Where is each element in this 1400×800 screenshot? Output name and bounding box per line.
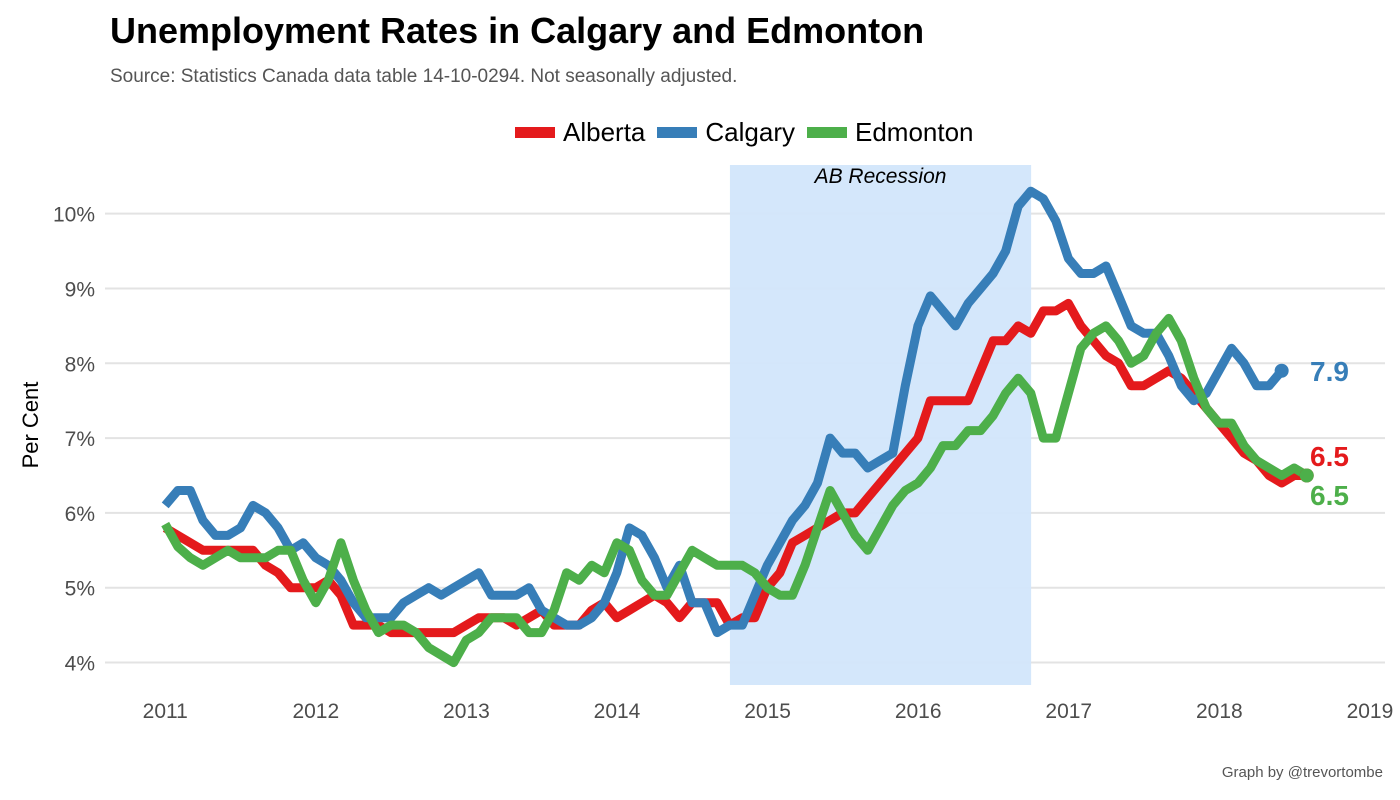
series-line-edmonton <box>161 313 1310 668</box>
legend-swatch-calgary <box>657 126 698 138</box>
y-tick-label: 9% <box>65 278 95 301</box>
legend-item-alberta: Alberta <box>515 117 645 148</box>
end-label-alberta: 6.5 <box>1310 441 1349 472</box>
end-point-edmonton <box>1299 468 1314 483</box>
recession-label: AB Recession <box>813 165 947 188</box>
end-point-calgary <box>1274 363 1289 378</box>
legend-item-calgary: Calgary <box>657 117 795 148</box>
end-label-edmonton: 6.5 <box>1310 480 1349 511</box>
legend-swatch-edmonton <box>806 126 847 138</box>
legend-label-calgary: Calgary <box>705 116 795 147</box>
legend: Alberta Calgary Edmonton <box>515 114 986 150</box>
y-tick-label: 5% <box>65 578 95 601</box>
x-tick-label: 2015 <box>744 700 791 723</box>
legend-label-edmonton: Edmonton <box>854 116 974 147</box>
x-tick-label: 2013 <box>443 700 490 723</box>
legend-label-alberta: Alberta <box>563 116 646 147</box>
y-tick-label: 8% <box>65 353 95 376</box>
credit-text: Graph by @trevortombe <box>1221 764 1383 781</box>
legend-swatch-alberta <box>515 126 555 138</box>
x-tick-label: 2014 <box>594 700 641 723</box>
y-tick-label: 7% <box>65 428 95 451</box>
x-tick-label: 2016 <box>895 700 942 723</box>
chart-title: Unemployment Rates in Calgary and Edmont… <box>110 10 925 51</box>
x-tick-label: 2019 <box>1347 700 1394 723</box>
series-line-calgary <box>161 186 1286 638</box>
chart-subtitle: Source: Statistics Canada data table 14-… <box>110 66 738 87</box>
y-tick-label: 6% <box>65 503 95 526</box>
legend-item-edmonton: Edmonton <box>806 116 974 148</box>
y-tick-label: 10% <box>53 204 95 227</box>
end-label-calgary: 7.9 <box>1310 356 1349 387</box>
x-tick-label: 2012 <box>292 700 339 723</box>
x-tick-label: 2011 <box>143 700 188 723</box>
y-tick-label: 4% <box>65 653 95 676</box>
x-tick-label: 2017 <box>1045 700 1092 723</box>
x-tick-label: 2018 <box>1196 700 1243 723</box>
